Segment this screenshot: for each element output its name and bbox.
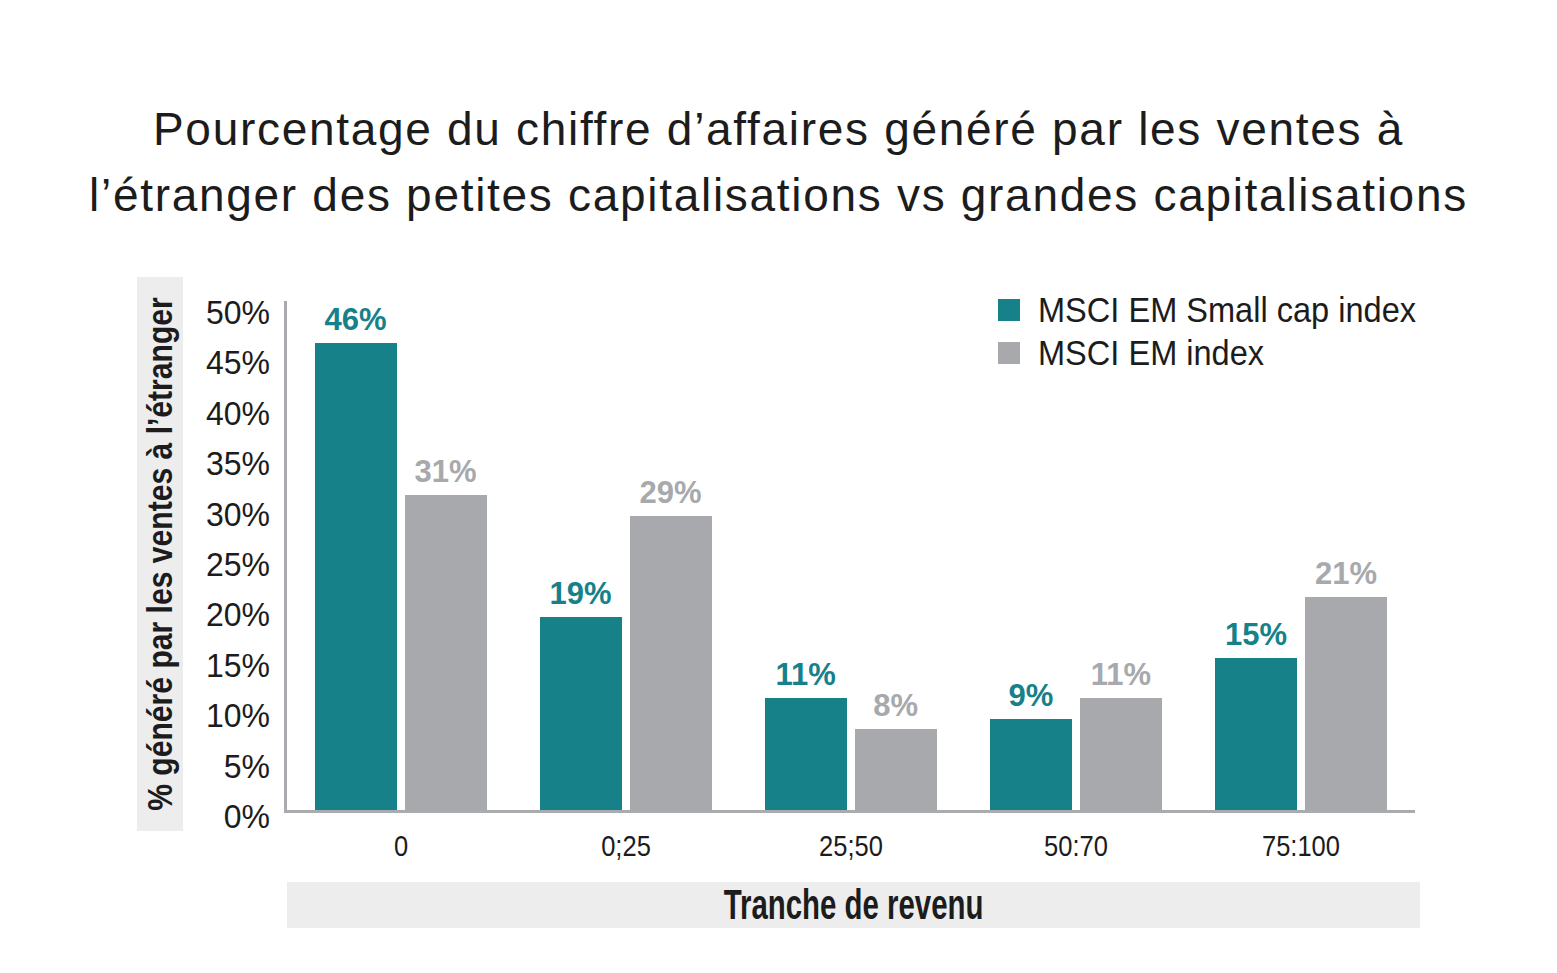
- x-tick-label: 0;25: [541, 828, 711, 864]
- y-tick-label: 40%: [167, 394, 270, 432]
- chart-page: Pourcentage du chiffre d’affaires généré…: [0, 0, 1557, 973]
- y-tick-label: 50%: [167, 293, 270, 331]
- x-tick-label: 25;50: [766, 828, 936, 864]
- bar-value-label: 11%: [1040, 657, 1202, 693]
- y-tick-label: 45%: [167, 343, 270, 381]
- y-tick-label: 35%: [167, 444, 270, 482]
- x-tick-label: 50:70: [991, 828, 1161, 864]
- x-tick-label: 0: [316, 828, 486, 864]
- x-tick-label: 75:100: [1216, 828, 1386, 864]
- y-tick-label: 30%: [167, 495, 270, 533]
- chart-title: Pourcentage du chiffre d’affaires généré…: [0, 96, 1557, 228]
- legend-swatch: [998, 299, 1020, 321]
- y-tick-label: 10%: [167, 696, 270, 734]
- bar: [1215, 658, 1297, 810]
- x-axis-label: Tranche de revenu: [724, 882, 984, 928]
- y-axis-line: [284, 301, 287, 813]
- bar-value-label: 21%: [1265, 556, 1427, 592]
- legend-swatch: [998, 342, 1020, 364]
- legend-item: MSCI EM index: [998, 336, 1445, 370]
- bar: [405, 495, 487, 810]
- bar: [540, 617, 622, 810]
- legend-label: MSCI EM index: [1038, 336, 1264, 370]
- legend: MSCI EM Small cap index MSCI EM index: [998, 293, 1445, 379]
- y-tick-label: 0%: [167, 797, 270, 835]
- bar-value-label: 46%: [275, 302, 437, 338]
- y-tick-label: 15%: [167, 646, 270, 684]
- bar: [315, 343, 397, 810]
- bar: [1080, 698, 1162, 810]
- chart-title-line-1: Pourcentage du chiffre d’affaires généré…: [0, 96, 1557, 162]
- bar: [1305, 597, 1387, 810]
- y-tick-label: 20%: [167, 595, 270, 633]
- bar-value-label: 31%: [365, 454, 527, 490]
- legend-item: MSCI EM Small cap index: [998, 293, 1445, 327]
- y-tick-label: 5%: [167, 747, 270, 785]
- bar: [630, 516, 712, 810]
- x-axis-line: [284, 810, 1415, 813]
- y-tick-label: 25%: [167, 545, 270, 583]
- bar: [855, 729, 937, 810]
- chart-title-line-2: l’étranger des petites capitalisations v…: [0, 162, 1557, 228]
- bar: [990, 719, 1072, 810]
- bar-value-label: 29%: [590, 475, 752, 511]
- legend-label: MSCI EM Small cap index: [1038, 293, 1416, 327]
- x-axis-label-strip: Tranche de revenu: [287, 882, 1420, 928]
